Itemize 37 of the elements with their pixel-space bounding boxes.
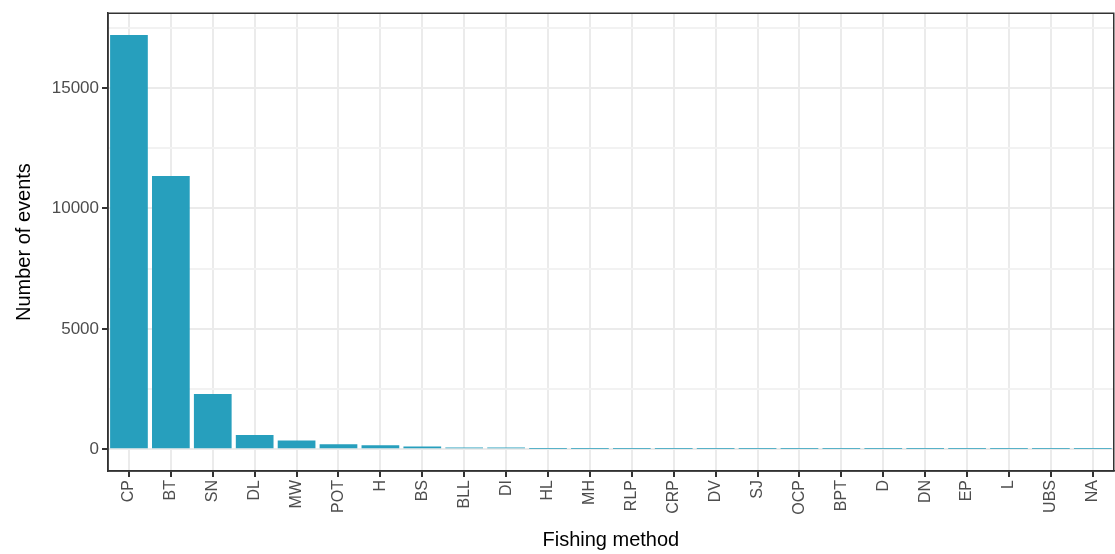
bar — [319, 444, 358, 449]
bar — [235, 435, 274, 449]
x-tick-label: CRP — [664, 480, 682, 514]
x-tick-label: BLL — [454, 479, 472, 509]
x-tick-label: CP — [119, 480, 137, 503]
y-axis-title: Number of events — [11, 163, 34, 322]
bar — [193, 393, 232, 449]
x-tick-label: OCP — [789, 480, 807, 515]
bar — [361, 445, 400, 449]
x-tick-label: D — [873, 480, 891, 492]
x-tick-label: L — [999, 479, 1017, 489]
x-tick-label: DI — [496, 480, 514, 496]
x-tick-label: RLP — [622, 480, 640, 512]
y-tick-label: 10000 — [51, 198, 99, 218]
x-tick-label: BT — [161, 479, 179, 501]
x-tick-label: H — [370, 480, 388, 492]
y-tick-label: 15000 — [51, 77, 99, 97]
x-tick-label: NA — [1083, 479, 1101, 503]
bar — [110, 34, 148, 449]
x-tick-label: BS — [412, 480, 430, 502]
x-tick-label: DN — [915, 480, 933, 504]
x-tick-label: SN — [203, 480, 221, 503]
x-tick-label: MH — [580, 480, 598, 505]
bar — [277, 440, 316, 449]
x-tick-label: UBS — [1041, 480, 1059, 513]
x-tick-label: HL — [538, 479, 556, 501]
x-tick-label: MW — [286, 479, 304, 509]
x-tick-label: BPT — [831, 479, 849, 512]
y-tick-label: 5000 — [61, 318, 99, 338]
bar — [152, 176, 190, 449]
x-tick-label: POT — [328, 479, 346, 513]
y-tick-label: 0 — [89, 439, 99, 458]
x-tick-label: DV — [706, 479, 724, 503]
x-tick-label: EP — [957, 480, 975, 502]
x-axis-title: Fishing method — [542, 527, 680, 550]
x-tick-label: DL — [245, 479, 263, 501]
x-tick-label: SJ — [747, 480, 765, 499]
